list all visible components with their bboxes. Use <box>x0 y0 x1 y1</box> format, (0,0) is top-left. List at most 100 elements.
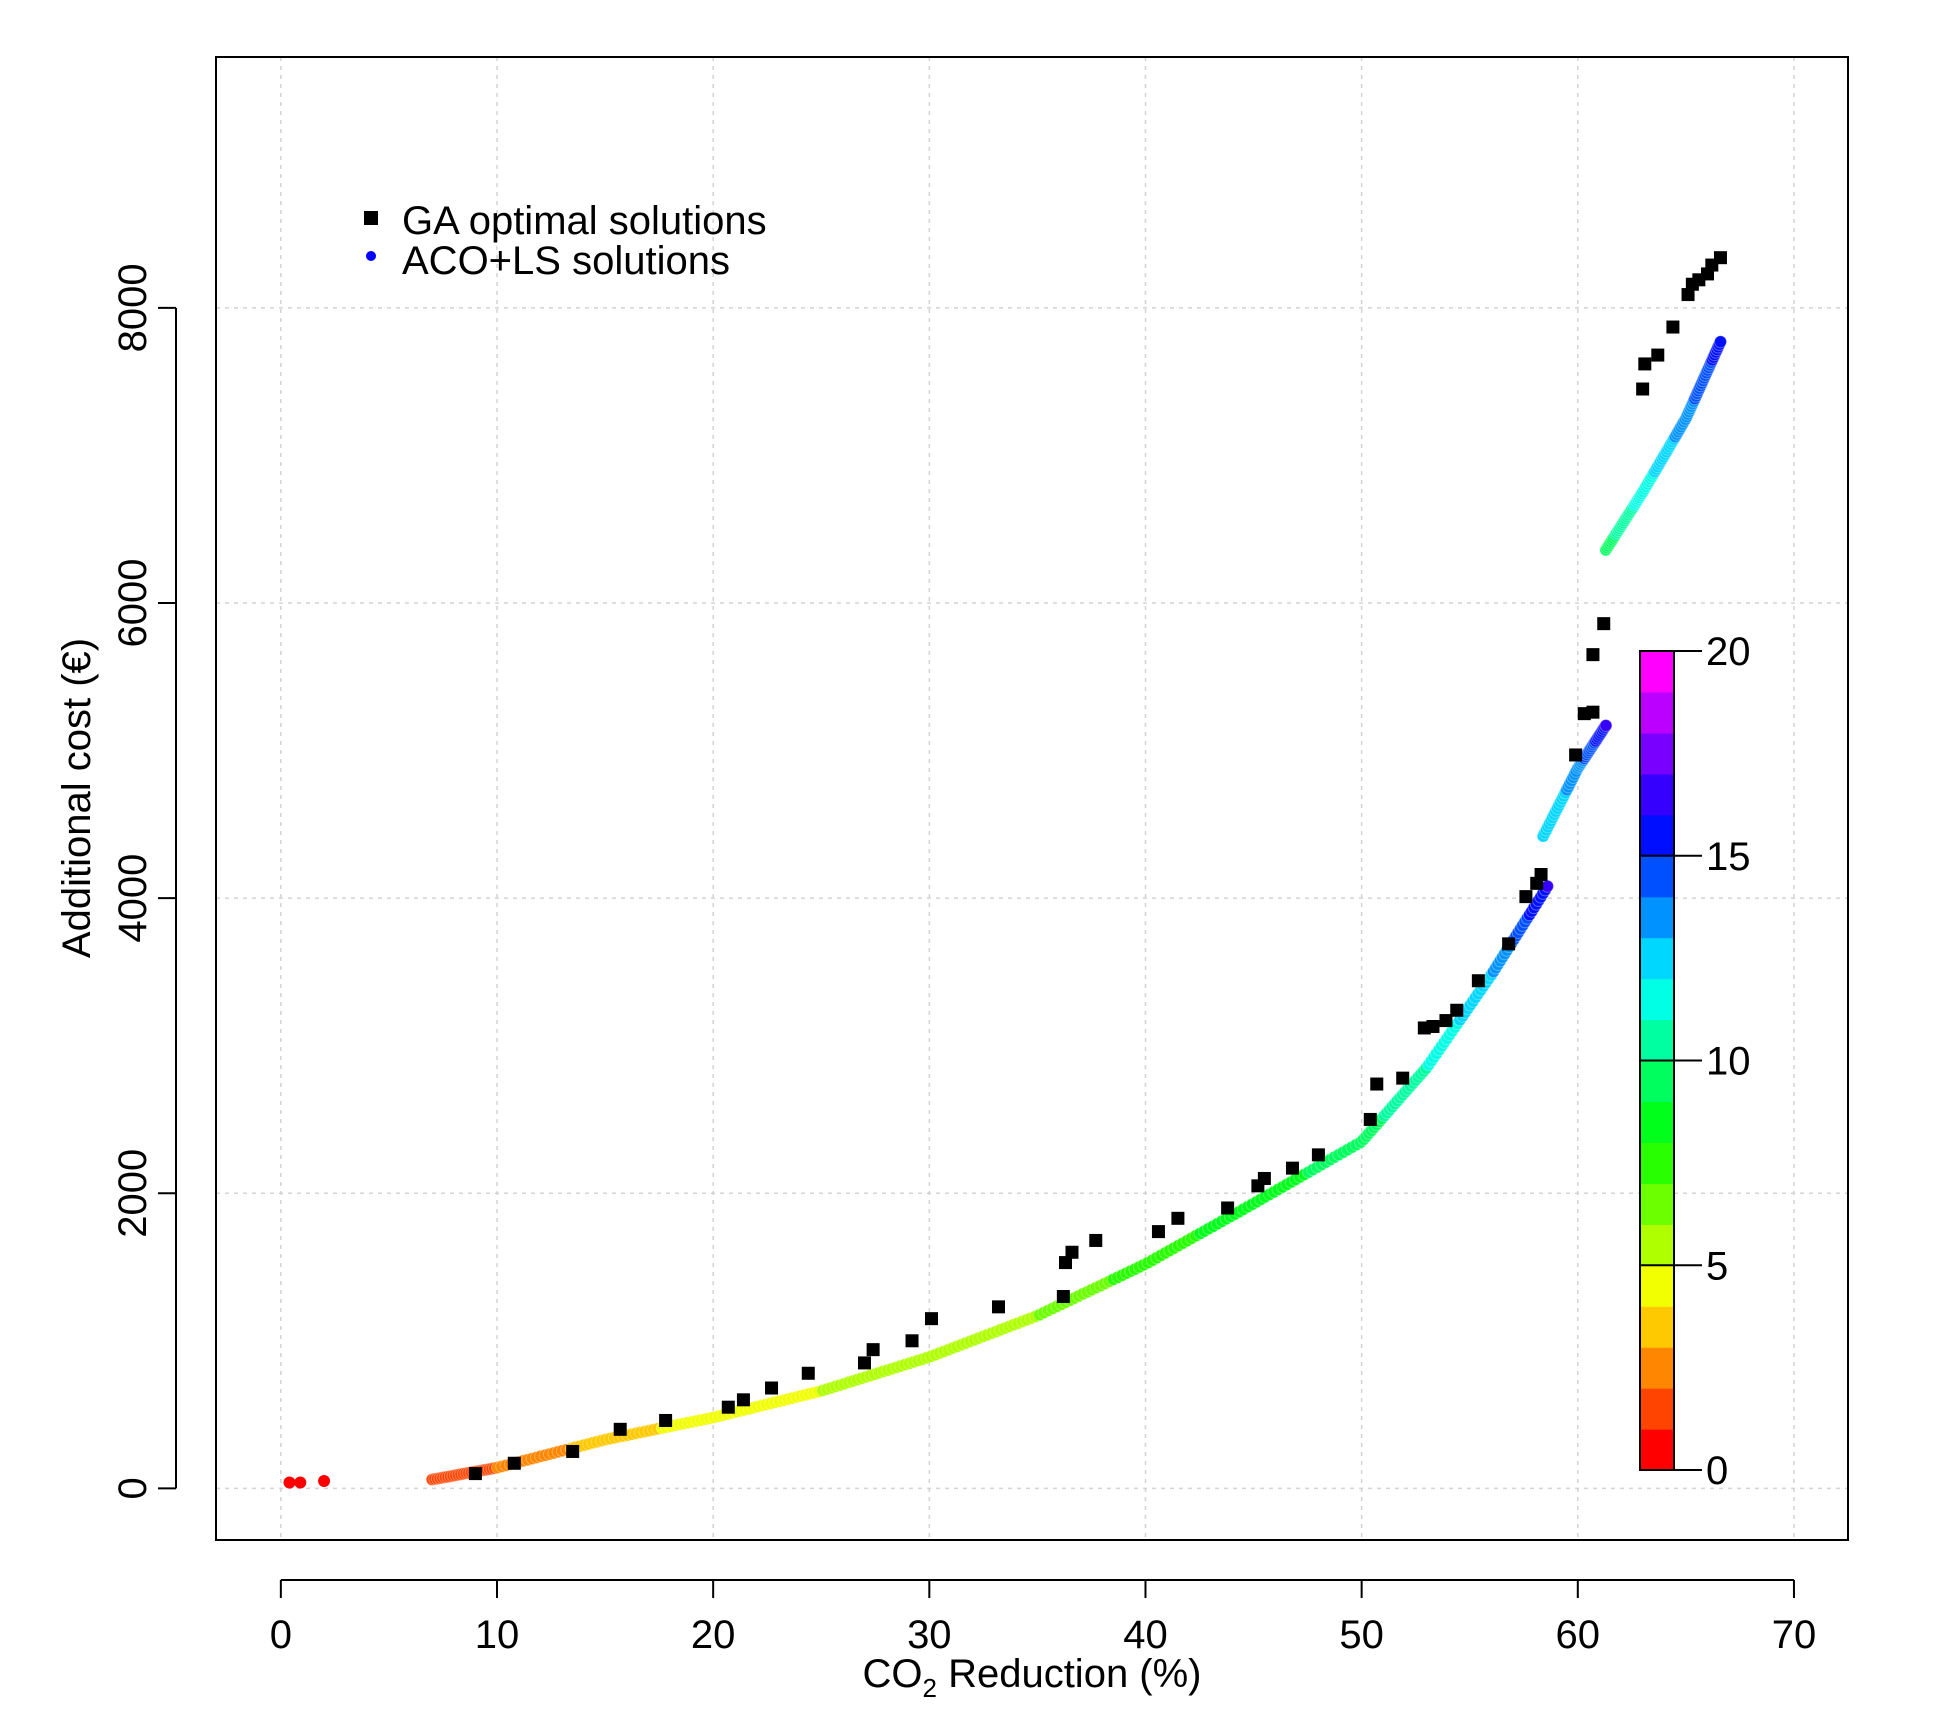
ga-point <box>1450 1003 1464 1017</box>
ga-point <box>1370 1077 1384 1091</box>
colorbar-tick-label: 5 <box>1706 1244 1728 1288</box>
colorbar-segment <box>1640 1142 1674 1184</box>
ga-point <box>801 1366 815 1380</box>
legend-circle-marker <box>366 251 376 261</box>
ga-point <box>1586 648 1600 662</box>
colorbar-segment <box>1640 773 1674 816</box>
ga-point <box>1713 251 1727 265</box>
ga-point <box>765 1381 779 1395</box>
ga-point <box>1597 617 1611 631</box>
colorbar-segment <box>1640 1265 1674 1307</box>
ga-point <box>736 1393 750 1407</box>
plot-frame <box>215 56 1849 1541</box>
ga-point <box>1534 867 1548 881</box>
ga-point <box>1519 890 1533 904</box>
colorbar-tick-label: 15 <box>1706 835 1751 879</box>
ga-point <box>1311 1148 1325 1162</box>
x-tick-label: 30 <box>907 1613 952 1657</box>
ga-point <box>905 1334 919 1348</box>
ga-point <box>991 1300 1005 1314</box>
ga-point <box>1056 1290 1070 1304</box>
colorbar-segment <box>1640 978 1674 1021</box>
colorbar-segment <box>1640 1347 1674 1389</box>
colorbar: 0 5 10 15 20 <box>1639 630 1751 1493</box>
x-tick-label: 70 <box>1772 1613 1817 1657</box>
aco-point <box>294 1476 307 1489</box>
colorbar-segment <box>1640 1224 1674 1266</box>
ga-point <box>1439 1014 1453 1028</box>
aco-point <box>1714 335 1727 349</box>
colorbar-tick-label: 0 <box>1706 1449 1728 1493</box>
ga-point <box>1586 705 1600 719</box>
y-tick-label: 6000 <box>111 558 155 647</box>
ga-point <box>613 1422 627 1436</box>
ga-point <box>1569 748 1583 762</box>
colorbar-segment <box>1640 691 1674 734</box>
y-axis-title: Additional cost (€) <box>55 638 99 958</box>
ga-point <box>1636 382 1650 396</box>
legend: GA optimal solutions ACO+LS solutions <box>364 199 767 283</box>
colorbar-segment <box>1640 1429 1674 1471</box>
ga-point <box>1221 1201 1235 1215</box>
ga-point <box>1089 1233 1103 1247</box>
y-tick-label: 0 <box>111 1477 155 1499</box>
colorbar-segment <box>1640 732 1674 775</box>
ga-point <box>857 1356 871 1370</box>
colorbar-segment <box>1640 1101 1674 1143</box>
colorbar-segment <box>1640 1388 1674 1430</box>
x-axis-title: CO2 Reduction (%) <box>862 1652 1201 1703</box>
colorbar-segment <box>1640 1183 1674 1225</box>
colorbar-segment <box>1640 896 1674 939</box>
grid <box>216 57 1848 1540</box>
colorbar-segment <box>1640 651 1674 693</box>
ga-point <box>1666 320 1680 334</box>
ga-point <box>1065 1245 1079 1259</box>
x-axis-title-suffix: Reduction (%) <box>937 1652 1202 1696</box>
colorbar-segment <box>1640 855 1674 898</box>
colorbar-segment <box>1640 937 1674 980</box>
ga-point <box>721 1400 735 1414</box>
colorbar-segment <box>1640 814 1674 857</box>
x-tick-label: 50 <box>1339 1613 1384 1657</box>
colorbar-tick-label: 20 <box>1706 630 1751 674</box>
colorbar-segment <box>1640 1019 1674 1062</box>
ga-point <box>1651 348 1665 362</box>
ga-point <box>1285 1161 1299 1175</box>
ga-point <box>1502 937 1516 951</box>
ga-point <box>1171 1211 1185 1225</box>
colorbar-tick-label: 10 <box>1706 1040 1751 1084</box>
ga-point <box>1363 1112 1377 1126</box>
legend-label-ga: GA optimal solutions <box>402 199 767 243</box>
legend-square-marker <box>364 211 378 225</box>
ga-point <box>1257 1171 1271 1185</box>
aco-point <box>283 1476 296 1489</box>
y-tick-label: 8000 <box>111 263 155 352</box>
ga-point <box>1638 357 1652 371</box>
ga-point <box>659 1413 673 1427</box>
x-axis-title-subscript: 2 <box>922 1673 936 1703</box>
x-tick-label: 10 <box>475 1613 520 1657</box>
ga-point <box>1681 288 1695 302</box>
x-tick-label: 0 <box>270 1613 292 1657</box>
aco-point <box>318 1474 331 1487</box>
ga-point <box>468 1467 482 1481</box>
ga-point <box>924 1312 938 1326</box>
colorbar-segment <box>1640 1306 1674 1348</box>
x-tick-label: 40 <box>1123 1613 1168 1657</box>
x-tick-label: 20 <box>691 1613 736 1657</box>
data-points <box>283 251 1727 1489</box>
x-tick-label: 60 <box>1556 1613 1601 1657</box>
y-tick-label: 2000 <box>111 1149 155 1238</box>
colorbar-segment <box>1640 1060 1674 1103</box>
aco-point <box>1541 879 1554 893</box>
ga-point <box>566 1444 580 1458</box>
ga-point <box>1471 974 1485 988</box>
ga-point <box>866 1343 880 1357</box>
ga-point <box>1396 1071 1410 1085</box>
legend-label-aco: ACO+LS solutions <box>402 239 730 283</box>
ga-point <box>1059 1256 1073 1270</box>
ga-point <box>1151 1225 1165 1239</box>
